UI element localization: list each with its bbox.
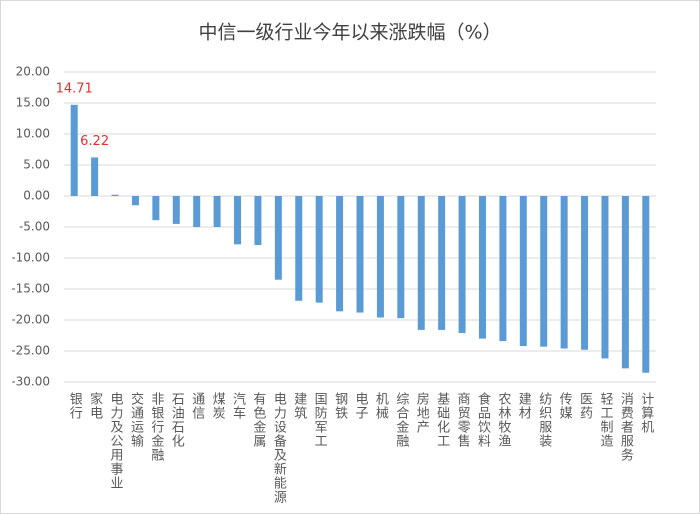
- x-tick-label: 建筑: [291, 392, 307, 420]
- bar: [336, 196, 344, 312]
- bar: [540, 196, 548, 347]
- bar: [356, 196, 364, 313]
- bar: [642, 196, 650, 373]
- x-tick-label: 建材: [516, 392, 532, 420]
- bar: [438, 196, 446, 330]
- bar: [295, 196, 303, 301]
- x-tick-label: 国防军工: [312, 392, 328, 448]
- x-tick-label: 钢铁: [332, 392, 348, 420]
- bar: [111, 194, 119, 196]
- x-tick-label: 机械: [373, 392, 389, 420]
- x-tick-label: 基础化工: [434, 392, 450, 448]
- y-tick-label: -20.00: [11, 313, 50, 327]
- x-tick-label: 农林牧渔: [495, 392, 511, 448]
- bar: [458, 196, 466, 334]
- y-tick-label: -10.00: [11, 251, 50, 265]
- x-tick-label: 纺织服装: [536, 392, 552, 448]
- x-tick-label: 消费者服务: [618, 392, 634, 462]
- x-tick-label: 煤炭: [210, 392, 226, 420]
- chart-title: 中信一级行业今年以来涨跌幅（%）: [198, 22, 501, 44]
- y-tick-label: 20.00: [16, 65, 50, 79]
- x-tick-label: 非银行金融: [148, 392, 164, 462]
- bar: [213, 196, 221, 227]
- bar: [315, 196, 323, 303]
- y-tick-label: -5.00: [19, 220, 50, 234]
- x-tick-label: 电力及公用事业: [108, 392, 124, 490]
- y-tick-label: -25.00: [11, 344, 50, 358]
- data-label: 14.71: [56, 81, 93, 96]
- x-tick-label: 有色金属: [250, 392, 266, 448]
- bar: [478, 196, 486, 339]
- bar: [131, 196, 139, 206]
- x-tick-label: 电力设备及新能源: [271, 392, 287, 504]
- bar: [91, 157, 99, 196]
- x-tick-label: 石油石化: [169, 392, 185, 448]
- x-tick-label: 房地产: [414, 391, 430, 434]
- y-tick-label: 15.00: [16, 96, 50, 110]
- y-tick-label: -15.00: [11, 282, 50, 296]
- bar: [499, 196, 507, 342]
- data-label: 6.22: [80, 134, 109, 149]
- bar: [621, 196, 629, 369]
- bar: [519, 196, 527, 347]
- y-tick-label: 10.00: [16, 127, 50, 141]
- x-tick-label: 银行: [67, 392, 83, 420]
- bar: [274, 196, 282, 280]
- x-tick-label: 传媒: [557, 392, 573, 420]
- bar: [152, 196, 160, 221]
- y-tick-label: 5.00: [23, 158, 50, 172]
- y-tick-label: -30.00: [11, 375, 50, 389]
- bar: [601, 196, 609, 359]
- bar: [172, 196, 180, 224]
- x-tick-label: 轻工制造: [597, 392, 613, 448]
- bar: [581, 196, 589, 350]
- x-tick-label: 通信: [189, 392, 205, 420]
- bar: [193, 196, 201, 227]
- bar: [560, 196, 568, 349]
- bar: [397, 196, 405, 319]
- bar: [234, 196, 242, 245]
- bar: [254, 196, 262, 245]
- x-tick-label: 交通运输: [128, 391, 144, 448]
- x-tick-label: 食品饮料: [475, 391, 491, 448]
- bar: [70, 104, 78, 196]
- bar: [376, 196, 384, 318]
- x-tick-label: 商贸零售: [455, 392, 471, 448]
- x-tick-label: 综合金融: [393, 392, 409, 448]
- y-tick-label: 0.00: [23, 189, 50, 203]
- x-tick-label: 医药: [577, 392, 593, 420]
- bar: [417, 196, 425, 330]
- x-tick-label: 计算机: [638, 392, 654, 434]
- x-tick-label: 汽车: [230, 392, 246, 420]
- x-tick-label: 电子: [353, 392, 369, 420]
- x-tick-label: 家电: [87, 391, 103, 420]
